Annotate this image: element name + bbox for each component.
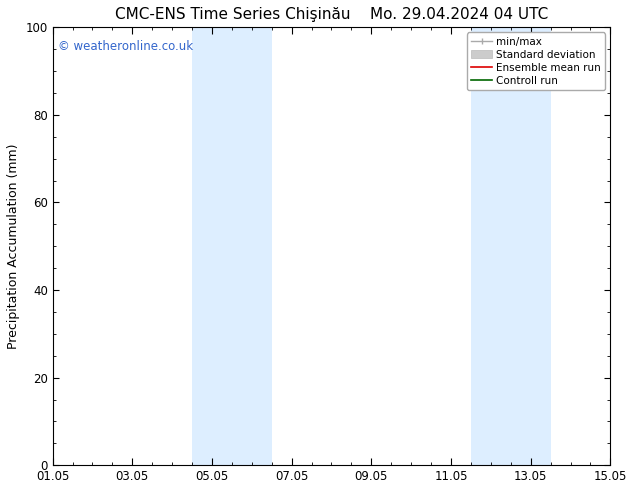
Text: © weatheronline.co.uk: © weatheronline.co.uk — [58, 40, 193, 53]
Title: CMC-ENS Time Series Chişinău    Mo. 29.04.2024 04 UTC: CMC-ENS Time Series Chişinău Mo. 29.04.2… — [115, 7, 548, 22]
Legend: min/max, Standard deviation, Ensemble mean run, Controll run: min/max, Standard deviation, Ensemble me… — [467, 32, 605, 90]
Y-axis label: Precipitation Accumulation (mm): Precipitation Accumulation (mm) — [7, 144, 20, 349]
Bar — [471, 27, 550, 465]
Bar — [192, 27, 272, 465]
